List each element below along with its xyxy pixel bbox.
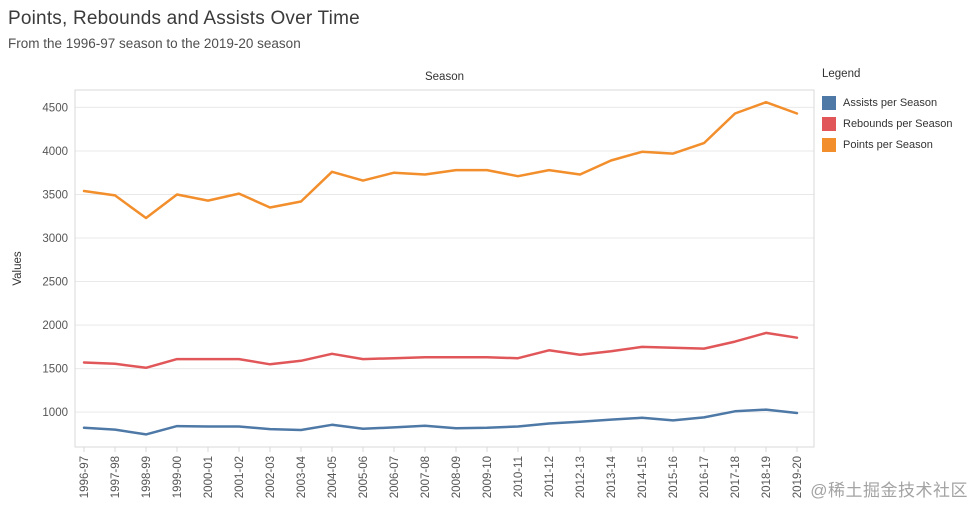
chart-header: Points, Rebounds and Assists Over Time F… bbox=[8, 8, 360, 51]
x-tick-label: 2005-06 bbox=[358, 456, 370, 498]
legend-item-label: Assists per Season bbox=[843, 97, 938, 109]
x-tick-label: 2003-04 bbox=[296, 455, 308, 498]
x-tick-label: 2011-12 bbox=[544, 456, 556, 497]
y-tick-label: 2000 bbox=[42, 320, 68, 332]
x-tick-label: 2014-15 bbox=[637, 456, 649, 498]
legend-item-label: Points per Season bbox=[843, 139, 933, 151]
y-tick-label: 4500 bbox=[42, 102, 68, 114]
legend-title: Legend bbox=[822, 68, 861, 80]
series-line-points-per-season[interactable] bbox=[82, 100, 799, 220]
y-tick-label: 1000 bbox=[42, 407, 68, 419]
y-tick-label: 2500 bbox=[42, 277, 68, 289]
legend-swatch bbox=[822, 96, 836, 110]
legend-item-points[interactable]: Points per Season bbox=[822, 138, 968, 152]
page-title: Points, Rebounds and Assists Over Time bbox=[8, 8, 360, 29]
x-tick-label: 2002-03 bbox=[265, 456, 277, 498]
series-line-rebounds-per-season[interactable] bbox=[82, 331, 799, 370]
y-tick-label: 3000 bbox=[42, 233, 68, 245]
x-tick-label: 2009-10 bbox=[482, 456, 494, 498]
x-tick-label: 1999-00 bbox=[172, 456, 184, 498]
y-tick-label: 3500 bbox=[42, 189, 68, 201]
x-axis-labels: 1996-97 1997-98 1998-99 1999-00 2000-01 2001-… bbox=[79, 447, 804, 498]
x-tick-label: 2010-11 bbox=[513, 456, 525, 497]
series-line-assists-per-season[interactable] bbox=[82, 408, 799, 436]
x-tick-label: 2016-17 bbox=[699, 456, 711, 498]
x-tick-label: 2013-14 bbox=[606, 455, 618, 498]
x-tick-label: 2018-19 bbox=[761, 456, 773, 498]
y-axis-title: Values bbox=[12, 251, 24, 286]
x-tick-label: 1998-99 bbox=[141, 456, 153, 498]
y-tick-label: 1500 bbox=[42, 364, 68, 376]
y-axis-labels: 1000 1500 2000 2500 3000 3500 4000 4500 bbox=[42, 102, 68, 419]
x-tick-label: 2004-05 bbox=[327, 456, 339, 498]
x-axis-title: Season bbox=[425, 71, 464, 83]
gridlines bbox=[75, 106, 814, 413]
x-tick-label: 1996-97 bbox=[79, 456, 91, 498]
x-tick-label: 2015-16 bbox=[668, 456, 680, 498]
x-tick-label: 2017-18 bbox=[730, 456, 742, 498]
x-tick-label: 2019-20 bbox=[792, 456, 804, 498]
x-tick-label: 2000-01 bbox=[203, 456, 215, 498]
x-tick-label: 2007-08 bbox=[420, 456, 432, 498]
legend-item-rebounds[interactable]: Rebounds per Season bbox=[822, 117, 968, 131]
legend-item-label: Rebounds per Season bbox=[843, 118, 953, 130]
x-tick-label: 2001-02 bbox=[234, 456, 246, 498]
legend: Legend Assists per Season Rebounds per S… bbox=[822, 68, 968, 159]
page-subtitle: From the 1996-97 season to the 2019-20 s… bbox=[8, 36, 301, 51]
legend-swatch bbox=[822, 117, 836, 131]
x-tick-label: 1997-98 bbox=[110, 456, 122, 498]
legend-item-assists[interactable]: Assists per Season bbox=[822, 96, 968, 110]
x-tick-label: 2008-09 bbox=[451, 456, 463, 498]
plot-border bbox=[74, 89, 815, 448]
legend-swatch bbox=[822, 138, 836, 152]
x-tick-label: 2012-13 bbox=[575, 456, 587, 498]
y-tick-label: 4000 bbox=[42, 146, 68, 158]
x-tick-label: 2006-07 bbox=[389, 456, 401, 498]
watermark: @稀土掘金技术社区 bbox=[810, 481, 968, 500]
